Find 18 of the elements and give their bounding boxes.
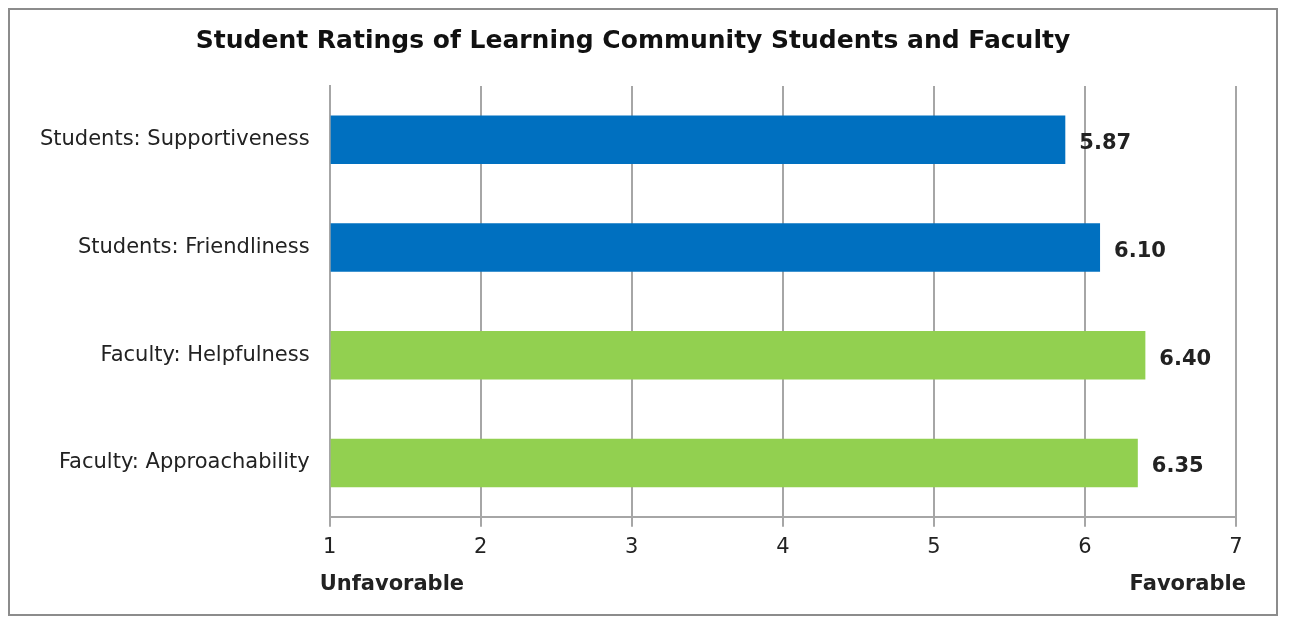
data-label: 6.40 [1159, 345, 1212, 370]
y-tick-label: Faculty: Helpfulness [100, 341, 310, 366]
x-tick-label: 6 [1078, 533, 1092, 558]
text: Unfavorable [319, 570, 465, 595]
text: Favorable [1129, 570, 1246, 595]
x-tick-label: 5 [927, 533, 941, 558]
data-label: 6.10 [1114, 238, 1166, 262]
x-tick-label: 3 [625, 533, 639, 558]
y-tick-label: Faculty: Approachability [58, 449, 310, 474]
x-tick-label: 4 [776, 533, 790, 558]
x-tick-label: 1 [322, 533, 337, 558]
chart-title: Student Ratings of Learning Community Students and Faculty [195, 24, 1071, 54]
data-label: 5.87 [1079, 130, 1132, 155]
x-tick-label: 7 [1229, 533, 1243, 558]
data-label: 6.35 [1151, 453, 1204, 478]
y-tick-label: Students: Supportiveness [40, 126, 310, 151]
y-tick-label: Students: Friendliness [77, 234, 310, 258]
x-tick-label: 2 [474, 533, 488, 558]
